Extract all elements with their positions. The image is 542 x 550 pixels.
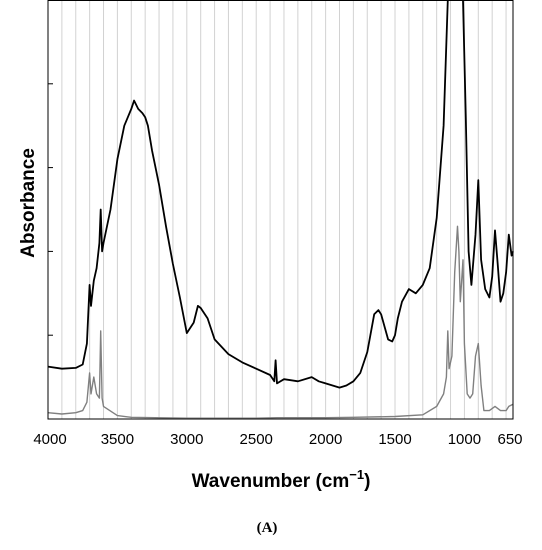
y-ticks xyxy=(48,83,53,336)
x-tick-label: 1000 xyxy=(448,431,481,448)
x-tick-label: 2500 xyxy=(240,431,273,448)
x-tick-label: 3000 xyxy=(170,431,203,448)
x-tick-label: 1500 xyxy=(378,431,411,448)
series-group xyxy=(47,0,514,419)
x-tick-labels: 4000 3500 3000 2500 2000 1500 1000 650 xyxy=(33,431,522,448)
x-tick-label: 4000 xyxy=(33,431,66,448)
panel-label: (A) xyxy=(257,520,278,536)
plot-frame xyxy=(47,0,514,420)
x-tick-label: 2000 xyxy=(309,431,342,448)
y-axis-title: Absorbance xyxy=(18,148,39,258)
x-tick-label: 650 xyxy=(497,431,522,448)
x-axis-title-superscript: −1 xyxy=(349,467,364,482)
series-line-1 xyxy=(47,0,514,389)
x-axis-title-main: Wavenumber (cm xyxy=(192,471,350,492)
x-tick-label: 3500 xyxy=(101,431,134,448)
x-axis-title: Wavenumber (cm−1) xyxy=(192,467,371,492)
x-axis-title-suffix: ) xyxy=(364,471,370,492)
grid xyxy=(61,0,507,419)
series-line-2 xyxy=(47,225,514,419)
